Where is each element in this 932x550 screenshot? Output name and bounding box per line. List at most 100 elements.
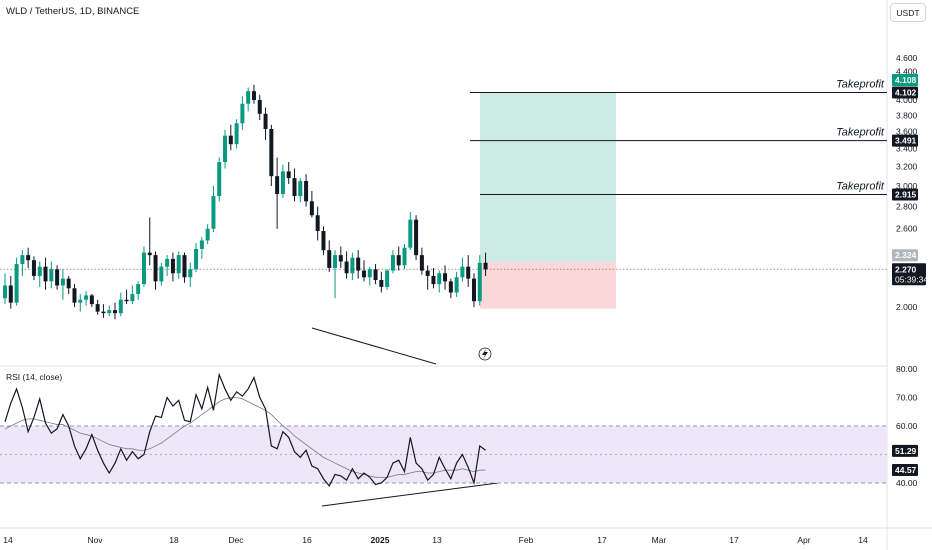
entry-price-label: 2.324 [895, 250, 917, 260]
candle-body [205, 228, 210, 241]
price-tick-label: 3.200 [896, 162, 918, 172]
candle-body [315, 215, 320, 232]
rsi-ma-line [4, 397, 486, 478]
candle-body [414, 219, 419, 256]
candle-body [118, 299, 123, 314]
price-tick-label: 3.600 [896, 126, 918, 136]
target-price-label: 4.108 [895, 75, 917, 85]
time-tick-label: Apr [797, 535, 810, 545]
time-tick-label: Dec [228, 535, 244, 545]
currency-button[interactable]: USDT [890, 3, 926, 22]
rsi-indicator-label[interactable]: RSI (14, close) [6, 372, 63, 382]
candle-body [275, 176, 280, 195]
time-tick-label: 17 [597, 535, 607, 545]
candle-body [379, 279, 384, 287]
candle-body [257, 100, 262, 114]
candle-body [124, 299, 129, 302]
candle-body [194, 248, 199, 270]
candle-body [78, 299, 83, 303]
time-tick-label: 16 [302, 535, 312, 545]
countdown-label: 05:39:34 [895, 274, 928, 284]
candle-body [333, 255, 338, 268]
candle-body [454, 277, 459, 293]
candle-body [298, 181, 303, 197]
candle-body [170, 258, 175, 274]
candle-body [43, 266, 48, 282]
candle-body [130, 293, 135, 302]
candle-body [3, 285, 7, 299]
takeprofit-price-label-2: 3.491 [895, 136, 917, 146]
candle-body [367, 269, 372, 278]
rsi-tick-label: 60.00 [896, 421, 918, 431]
last-price-label-bg [892, 263, 926, 286]
candle-body [141, 252, 146, 285]
price-tick-label: 2.000 [896, 302, 918, 312]
price-divergence-trendline [311, 327, 437, 365]
candle-body [304, 181, 309, 202]
candle-body [425, 270, 430, 276]
candle-body [84, 295, 89, 300]
time-tick-label: Mar [652, 535, 667, 545]
candle-body [437, 273, 442, 285]
candle-body [356, 257, 361, 271]
last-price-label: 2.270 [895, 264, 917, 274]
candle-body [136, 284, 141, 294]
candle-body [448, 281, 453, 293]
rsi-ma-value-label: 44.57 [895, 465, 917, 475]
candle-body [350, 257, 355, 274]
takeprofit-price-label-2-bg [892, 134, 918, 147]
takeprofit-price-label-1: 4.102 [895, 87, 917, 97]
candle-body [234, 123, 239, 145]
candle-body [31, 260, 36, 276]
candle-body [280, 171, 285, 195]
candle-body [20, 255, 25, 265]
price-tick-label: 4.400 [896, 67, 918, 77]
rsi-tick-label: 80.00 [896, 364, 918, 374]
candle-body [199, 240, 204, 249]
candle-body [327, 250, 332, 268]
price-tick-label: 2.600 [896, 224, 918, 234]
candle-body [286, 171, 291, 179]
takeprofit-label-1: Takeprofit [836, 78, 885, 90]
candle-body [240, 103, 245, 124]
price-tick-label: 3.000 [896, 181, 918, 191]
candle-body [113, 310, 118, 314]
price-tick-label: 4.600 [896, 53, 918, 63]
candle-body [385, 270, 390, 287]
candle-body [338, 255, 343, 262]
time-tick-label: 13 [432, 535, 442, 545]
takeprofit-label-3: Takeprofit [836, 181, 885, 193]
time-tick-label: 2025 [371, 535, 390, 545]
candle-body [107, 310, 112, 314]
candle-body [217, 162, 222, 197]
position-loss-zone [480, 262, 616, 309]
price-tick-label: 2.800 [896, 202, 918, 212]
lightning-icon [478, 347, 492, 361]
target-price-label-bg [892, 74, 918, 87]
price-tick-label: 3.800 [896, 110, 918, 120]
candle-body [361, 270, 366, 278]
time-tick-label: Nov [87, 535, 103, 545]
candle-body [390, 255, 395, 271]
rsi-tick-label: 40.00 [896, 478, 918, 488]
rsi-value-label-bg [892, 444, 918, 457]
candle-body [60, 278, 65, 286]
candle-body [402, 247, 407, 266]
candle-body [419, 255, 424, 271]
candle-body [443, 273, 448, 282]
candle-body [176, 255, 181, 274]
symbol-title[interactable]: WLD / TetherUS, 1D, BINANCE [6, 6, 140, 17]
candle-body [431, 275, 436, 285]
candle-body [269, 129, 274, 177]
candle-body [251, 91, 256, 100]
candle-body [211, 196, 216, 229]
time-tick-label: 14 [3, 535, 13, 545]
candle-body [37, 266, 42, 276]
candle-body [89, 295, 94, 305]
candle-body [477, 262, 482, 302]
position-profit-zone [480, 92, 616, 263]
price-tick-label: 3.400 [896, 144, 918, 154]
takeprofit-label-2: Takeprofit [836, 127, 885, 139]
candle-body [188, 269, 193, 278]
